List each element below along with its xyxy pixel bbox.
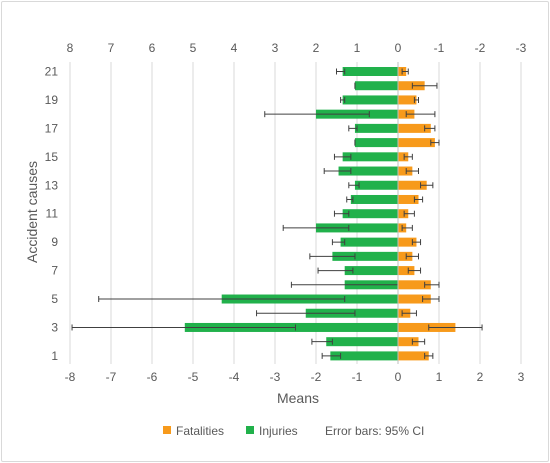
bar-injuries-19 (342, 95, 398, 105)
legend-swatch-fatalities (163, 426, 171, 434)
bottom-axis-ticks: -8 -7 -6 -5 -4 -3 -2 -1 0 1 2 3 (65, 370, 525, 384)
top-tick-label: 1 (354, 41, 361, 55)
bar-injuries-2 (326, 337, 398, 347)
bar-fatalities-1 (398, 351, 429, 361)
bottom-tick-label: -8 (65, 370, 76, 384)
bar-fatalities-16 (398, 138, 435, 148)
bar-fatalities-3 (398, 322, 456, 332)
bottom-tick-label: 2 (477, 370, 484, 384)
bar-injuries-7 (344, 266, 398, 276)
bar-injuries-14 (338, 166, 398, 176)
y-tick-label: 13 (45, 178, 59, 192)
bar-fatalities-14 (398, 166, 413, 176)
bottom-tick-label: -5 (188, 370, 199, 384)
top-tick-label: 7 (108, 41, 115, 55)
top-tick-label: 8 (67, 41, 74, 55)
bar-injuries-15 (342, 152, 398, 162)
bar-fatalities-17 (398, 123, 431, 133)
top-tick-label: 3 (272, 41, 279, 55)
y-tick-label: 7 (51, 264, 58, 278)
bar-fatalities-15 (398, 152, 409, 162)
legend-note-error-bars: Error bars: 95% CI (325, 424, 424, 438)
bar-fatalities-12 (398, 194, 419, 204)
bar-injuries-9 (340, 237, 398, 247)
top-tick-label: 4 (231, 41, 238, 55)
bottom-tick-label: -1 (352, 370, 363, 384)
y-tick-label: 3 (51, 320, 58, 334)
bar-fatalities-8 (398, 251, 413, 261)
bar-fatalities-13 (398, 180, 427, 190)
bar-injuries-17 (354, 123, 398, 133)
y-tick-label: 1 (51, 349, 58, 363)
legend: Fatalities Injuries Error bars: 95% CI (163, 424, 424, 438)
bar-injuries-12 (350, 194, 398, 204)
bar-injuries-20 (354, 81, 398, 91)
top-tick-label: 2 (313, 41, 320, 55)
y-axis-title: Accident causes (24, 161, 40, 263)
bottom-tick-label: -2 (311, 370, 322, 384)
bottom-tick-label: 0 (395, 370, 402, 384)
y-tick-label: 19 (45, 93, 59, 107)
y-tick-label: 9 (51, 235, 58, 249)
top-tick-label: 0 (395, 41, 402, 55)
bar-injuries-21 (342, 67, 398, 76)
bar-fatalities-20 (398, 81, 425, 91)
legend-label-injuries: Injuries (259, 424, 298, 438)
bottom-tick-label: 1 (436, 370, 443, 384)
x-axis-title: Means (277, 390, 319, 406)
bar-fatalities-5 (398, 294, 431, 304)
bottom-tick-label: -6 (147, 370, 158, 384)
bar-fatalities-9 (398, 237, 417, 247)
y-tick-label: 17 (45, 121, 59, 135)
bottom-tick-label: 3 (518, 370, 525, 384)
error-bars (71, 68, 483, 359)
bar-injuries-16 (354, 138, 398, 148)
legend-swatch-injuries (246, 426, 254, 434)
top-axis-ticks: 8 7 6 5 4 3 2 1 0 -1 -2 -3 (67, 41, 527, 55)
gridlines (69, 62, 522, 364)
top-tick-label: 6 (149, 41, 156, 55)
bar-injuries-13 (354, 180, 398, 190)
y-tick-label: 11 (46, 207, 59, 221)
bar-injuries-1 (330, 351, 398, 361)
top-tick-label: 5 (190, 41, 197, 55)
bar-fatalities-6 (398, 280, 431, 290)
bar-injuries-10 (316, 223, 398, 233)
bar-fatalities-2 (398, 337, 419, 347)
bar-fatalities-7 (398, 266, 415, 276)
legend-label-fatalities: Fatalities (176, 424, 224, 438)
bar-fatalities-11 (398, 209, 409, 219)
top-tick-label: -3 (516, 41, 527, 55)
y-tick-label: 15 (45, 150, 59, 164)
bar-injuries-11 (342, 209, 398, 219)
bottom-tick-label: -3 (270, 370, 281, 384)
y-tick-label: 5 (51, 292, 58, 306)
bottom-tick-label: -4 (229, 370, 240, 384)
top-tick-label: -1 (434, 41, 445, 55)
top-tick-label: -2 (475, 41, 486, 55)
y-tick-label: 21 (45, 65, 59, 79)
bar-injuries-8 (332, 251, 398, 261)
bottom-tick-label: -7 (106, 370, 117, 384)
bar-fatalities-19 (398, 95, 417, 105)
